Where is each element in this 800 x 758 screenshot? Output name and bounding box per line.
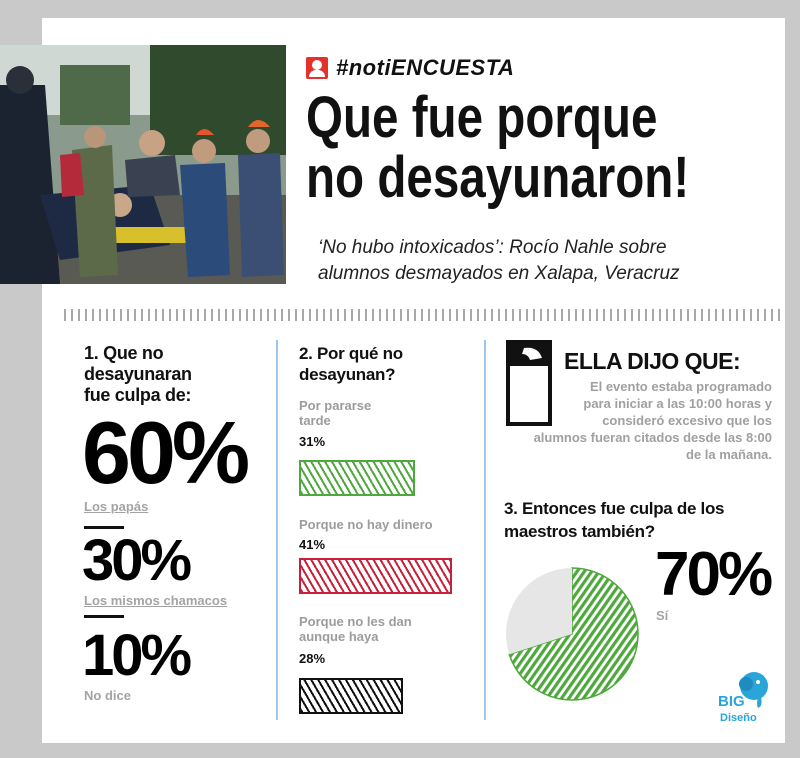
q1-answer-2-pct: 30% [82,528,192,593]
quote-mark-icon [506,340,552,426]
q2-title-line-2: desayunan? [299,365,396,384]
q2-bar-1 [299,460,415,496]
q1-title-line-1: 1. Que no [84,343,164,363]
q1-answer-1-label: Los papás [84,499,149,514]
quote-text-line-2: para iniciar a las 10:00 horas y [583,396,772,411]
quote-title: ELLA DIJO QUE: [564,348,741,374]
q1-title: 1. Que no desayunaran fue culpa de: [84,343,192,406]
q3-title-line-2: maestros también? [504,522,655,541]
big-diseno-logo: BIG Diseño [716,668,774,726]
q2-title: 2. Por qué no desayunan? [299,343,403,385]
q1-answer-3-pct: 10% [82,623,192,688]
quote-text-line-3: consideró excesivo que los [602,413,772,428]
q2-bar-2-label: Porque no hay dinero [299,517,433,532]
q3-pie-slice-1 [508,567,639,701]
hatched-divider [64,309,782,321]
q2-bar-1-label-line-1: Por pararse [299,398,372,413]
q1-answer-3-label: No dice [84,688,131,703]
q3-pie-slice-2 [506,568,572,655]
q1-answer-1-pct: 60% [82,403,250,502]
q2-bar-2 [299,558,452,594]
logo-text-big: BIG [718,693,745,710]
column-separator-2 [484,340,486,720]
q1-underline-bar-1 [84,526,124,529]
q1-answer-2-label: Los mismos chamacos [84,593,228,608]
headline-line-2: no desayunaron! [306,145,690,210]
q3-pct: 70% [655,540,773,609]
quote-text-line-4: alumnos fueran citados desde las 8:00 [533,430,772,445]
q2-bar-1-label-line-2: tarde [299,413,331,428]
hashtag-row: #notiENCUESTA [306,55,514,81]
headline-line-1: Que fue porque [306,85,658,150]
news-photo-image [0,45,286,284]
q2-bar-2-label-line-1: Porque no hay dinero [299,517,433,532]
q2-bar-3-label-line-1: Porque no les dan [299,614,412,629]
q1-title-line-2: desayunaran [84,364,192,384]
q2-title-line-1: 2. Por qué no [299,344,403,363]
q2-bar-2-pct: 41% [299,537,326,552]
quote-text: El evento estaba programado para iniciar… [500,378,772,463]
q3-label: Sí [656,608,669,623]
q3-pie-chart [506,567,639,701]
q3-pie-slices [506,567,639,701]
q3-title: 3. Entonces fue culpa de los maestros ta… [504,497,725,543]
q2-bar-3-label-line-2: aunque haya [299,629,379,644]
logo-text-diseno: Diseño [720,712,757,724]
hashtag: #notiENCUESTA [336,55,515,80]
column-separator-1 [276,340,278,720]
news-photo [0,45,286,284]
q2-bar-1-pct: 31% [299,434,326,449]
user-icon [306,57,328,79]
quote-text-line-1: El evento estaba programado [589,379,772,394]
q1-title-line-3: fue culpa de: [84,385,192,405]
q2-bar-1-label: Por pararse tarde [299,398,371,428]
q2-bar-3 [299,678,403,714]
quote-text-line-5: de la mañana. [686,447,772,462]
elephant-icon: BIG Diseño [718,672,768,724]
q3-title-line-1: 3. Entonces fue culpa de los [504,499,725,518]
q1-underline-bar-2 [84,615,124,618]
subtitle: ‘No hubo intoxicados’: Rocío Nahle sobre… [318,235,778,287]
headline: Que fue porque no desayunaron! [306,88,700,208]
subtitle-line-1: ‘No hubo intoxicados’: Rocío Nahle sobre [318,237,667,258]
q2-bar-3-pct: 28% [299,651,326,666]
q2-bar-3-label: Porque no les dan aunque haya [299,614,412,644]
subtitle-line-2: alumnos desmayados en Xalapa, Veracruz [318,263,680,284]
